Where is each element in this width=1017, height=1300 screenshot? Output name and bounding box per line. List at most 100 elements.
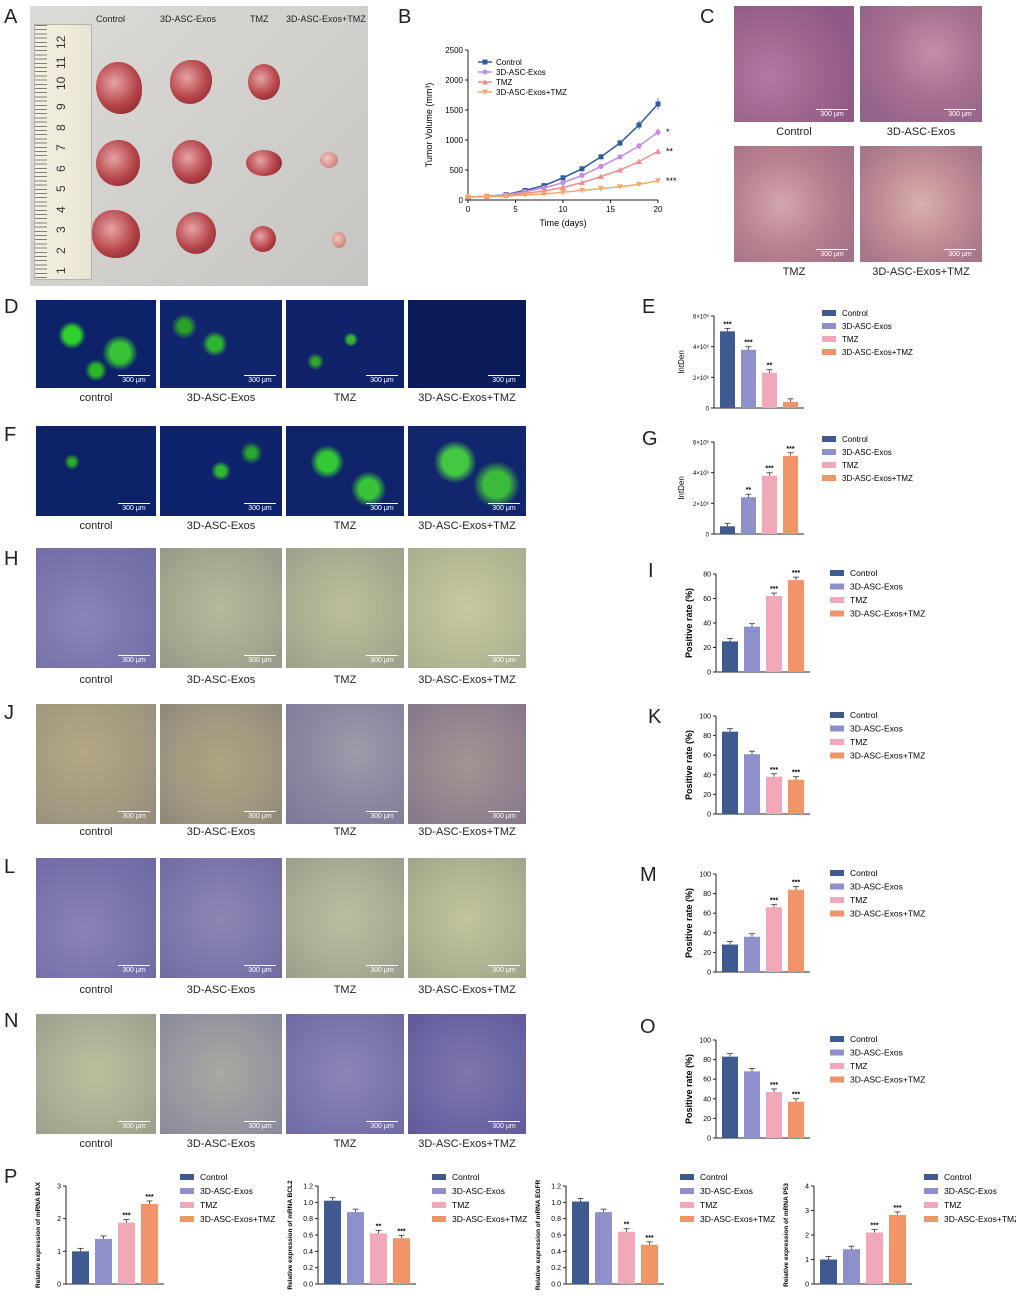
- data-point: [560, 189, 566, 196]
- ihc-l-caption-2: TMZ: [333, 984, 357, 996]
- ihc-n-image-0: 300 μm: [36, 1014, 156, 1134]
- panel-letter-p: P: [4, 1166, 18, 1188]
- y-axis-label: Relative expression of mRNA P53: [783, 1183, 790, 1287]
- y-tick-label: 3: [805, 1208, 809, 1215]
- y-tick-label: 0.6: [303, 1233, 313, 1240]
- ihc-h-image-3: 300 μm: [408, 548, 526, 668]
- y-tick-label: 40: [703, 1096, 711, 1103]
- y-axis-label: Relative expression of mRNA EGFR: [535, 1180, 542, 1291]
- legend-swatch: [432, 1202, 446, 1208]
- bar-3D-ASC-Exos: [595, 1212, 612, 1284]
- ruler-number: 11: [54, 56, 68, 69]
- significance-marker: ***: [786, 446, 794, 453]
- y-tick-label: 6×10⁶: [693, 314, 710, 321]
- scale-bar: 300 μm: [366, 811, 398, 820]
- y-tick-label: 0.4: [551, 1249, 561, 1256]
- bar-TMZ: [118, 1222, 135, 1284]
- scale-bar: 300 μm: [366, 375, 398, 384]
- scale-bar: 300 μm: [366, 965, 398, 974]
- data-point: [598, 186, 604, 192]
- ihc-n-image-2: 300 μm: [286, 1014, 404, 1134]
- legend-label: 3D-ASC-Exos+TMZ: [850, 609, 925, 619]
- data-point: [636, 122, 642, 128]
- legend-label: 3D-ASC-Exos: [850, 582, 903, 592]
- ihc-l-caption-3: 3D-ASC-Exos+TMZ: [418, 984, 516, 996]
- ihc-h-caption-0: control: [79, 674, 113, 686]
- panel-letter-i: I: [648, 560, 654, 582]
- y-axis-label: Relative expression of mRNA BAX: [35, 1181, 42, 1288]
- legend-label: Control: [200, 1172, 228, 1182]
- y-tick-label: 60: [703, 753, 711, 760]
- bar-3D-ASC-Exos+TMZ: [393, 1238, 410, 1284]
- scale-bar: 300 μm: [816, 249, 848, 258]
- y-axis-label: IntDen: [677, 476, 686, 500]
- legend-label: TMZ: [842, 335, 859, 344]
- bar-Control: [722, 641, 738, 672]
- y-tick-label: 2: [57, 1216, 61, 1223]
- y-tick-label: 1.2: [551, 1184, 561, 1191]
- legend-label: 3D-ASC-Exos+TMZ: [944, 1214, 1016, 1224]
- ihc-l-image-0: 300 μm: [36, 858, 156, 978]
- fluor-f-caption-2: TMZ: [333, 520, 357, 532]
- legend-label: Control: [452, 1172, 480, 1182]
- legend-label: 3D-ASC-Exos+TMZ: [200, 1214, 275, 1224]
- legend-marker: [482, 79, 488, 85]
- y-tick-label: 0: [706, 407, 710, 413]
- legend-label: TMZ: [496, 78, 513, 87]
- data-point: [655, 101, 661, 107]
- scale-bar: 300 μm: [488, 811, 520, 820]
- legend-label: TMZ: [944, 1200, 961, 1210]
- y-axis-label: IntDen: [677, 350, 686, 374]
- ruler-number: 2: [54, 246, 68, 254]
- legend-swatch: [822, 336, 836, 342]
- legend-swatch: [830, 1036, 844, 1042]
- intden-chart-e: 02×10⁶4×10⁶6×10⁶IntDen********Control3D-…: [677, 309, 913, 413]
- y-tick-label: 0.0: [551, 1282, 561, 1289]
- legend-label: TMZ: [850, 1061, 867, 1071]
- photo-label-tmz: TMZ: [250, 14, 269, 24]
- bar-3D-ASC-Exos+TMZ: [788, 889, 804, 972]
- mrna-bax-chart: 0 1 2 3 Relative expression of mRNA BAX *** **…: [35, 1172, 275, 1289]
- ruler-number: 6: [54, 164, 68, 172]
- y-tick-label: 2×10⁶: [693, 501, 710, 508]
- scale-bar: 300 μm: [118, 503, 150, 512]
- ihc-l-image-3: 300 μm: [408, 858, 526, 978]
- fluor-f-image-3: 300 μm: [408, 426, 526, 516]
- panel-letter-k: K: [648, 706, 662, 728]
- fluor-d-image-2: 300 μm: [286, 300, 404, 388]
- legend-swatch: [822, 436, 836, 442]
- bar-3D-ASC-Exos+TMZ: [889, 1214, 906, 1284]
- bar-3D-ASC-Exos+TMZ: [141, 1203, 158, 1284]
- scale-bar: 300 μm: [244, 811, 276, 820]
- legend-label: 3D-ASC-Exos: [452, 1186, 505, 1196]
- y-tick-label: 3: [57, 1184, 61, 1191]
- y-tick-label: 0.8: [551, 1216, 561, 1223]
- y-tick-label: 40: [703, 621, 711, 628]
- scale-bar: 300 μm: [488, 965, 520, 974]
- tumor: [246, 150, 282, 176]
- he-image-tmz: 300 μm: [734, 146, 854, 262]
- significance-marker: **: [767, 363, 773, 370]
- y-tick-label: 1500: [445, 106, 463, 115]
- ihc-n-caption-2: TMZ: [333, 1138, 357, 1150]
- scale-bar: 300 μm: [244, 503, 276, 512]
- fluor-f-caption-0: control: [79, 520, 113, 532]
- legend-label: TMZ: [452, 1200, 469, 1210]
- panel-letter-l: L: [4, 856, 16, 878]
- ihc-l-caption-0: control: [79, 984, 113, 996]
- legend-swatch: [830, 897, 844, 903]
- tumor: [92, 210, 140, 258]
- y-tick-label: 20: [703, 645, 711, 652]
- significance-marker: ***: [145, 1194, 153, 1201]
- ruler-number: 1: [54, 267, 68, 274]
- scale-bar: 300 μm: [366, 1121, 398, 1130]
- tumor: [170, 60, 212, 104]
- data-point: [522, 192, 528, 198]
- caption-control: Control: [776, 126, 812, 138]
- y-tick-label: 2×10⁶: [693, 375, 710, 382]
- tumor: [96, 140, 140, 186]
- legend-label: Control: [850, 1034, 878, 1044]
- legend-label: 3D-ASC-Exos: [850, 1048, 903, 1058]
- legend-swatch: [432, 1188, 446, 1194]
- scale-bar: 300 μm: [944, 109, 976, 118]
